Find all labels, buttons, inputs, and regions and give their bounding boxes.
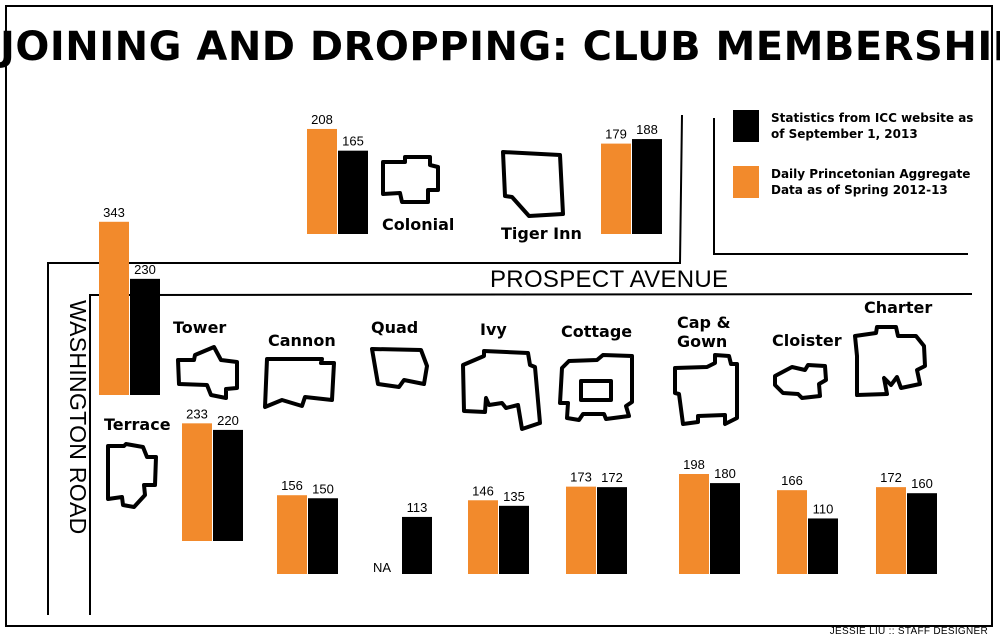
value-label-princetonian-cannon: 156 bbox=[281, 478, 303, 493]
club-label-tower: Tower bbox=[173, 318, 227, 337]
value-label-princetonian-cloister: 166 bbox=[781, 473, 803, 488]
terrace-building-icon bbox=[106, 442, 158, 509]
bar-icc-tiger-inn bbox=[632, 139, 662, 234]
cap-and-gown-building-icon bbox=[673, 353, 739, 426]
prospect-north-edge bbox=[47, 114, 683, 615]
club-buildings bbox=[106, 150, 927, 509]
bar-princetonian-cannon bbox=[277, 495, 307, 574]
prospect-avenue-label: PROSPECT AVENUE bbox=[490, 266, 729, 293]
bar-icc-terrace bbox=[130, 278, 160, 395]
value-label-icc-quad: 113 bbox=[407, 500, 428, 515]
club-label-cloister: Cloister bbox=[772, 331, 842, 350]
legend-item-princetonian: Daily Princetonian Aggregate Data as of … bbox=[733, 166, 981, 198]
bar-icc-cannon bbox=[308, 498, 338, 574]
bar-princetonian-tower bbox=[182, 423, 212, 541]
chart-title: JOINING AND DROPPING: CLUB MEMBERSHIP bbox=[0, 24, 1000, 70]
value-label-princetonian-tower: 233 bbox=[186, 406, 208, 421]
washington-road-label: WASHINGTON ROAD bbox=[65, 300, 91, 535]
side-street-edge bbox=[713, 118, 968, 255]
club-label-terrace: Terrace bbox=[104, 415, 171, 434]
bar-princetonian-ivy bbox=[468, 500, 498, 574]
value-label-princetonian-cottage: 173 bbox=[570, 470, 592, 485]
value-label-icc-cottage: 172 bbox=[601, 470, 623, 485]
bar-princetonian-tiger-inn bbox=[601, 143, 631, 234]
bar-icc-cap-and-gown bbox=[710, 483, 740, 574]
value-label-princetonian-colonial: 208 bbox=[311, 112, 333, 127]
value-label-icc-ivy: 135 bbox=[503, 489, 525, 504]
bar-series: 208 165 179 188 343 230 233 220 156 150 NA 113 146 13… bbox=[99, 112, 937, 575]
value-label-princetonian-charter: 172 bbox=[880, 470, 902, 485]
quad-building-icon bbox=[370, 347, 429, 389]
bar-princetonian-colonial bbox=[307, 128, 337, 234]
club-label-quad: Quad bbox=[371, 318, 419, 337]
value-label-princetonian-terrace: 343 bbox=[103, 205, 125, 220]
club-label-charter: Charter bbox=[864, 298, 933, 317]
legend-swatch-princetonian bbox=[733, 166, 759, 198]
cloister-building-icon bbox=[773, 363, 828, 400]
bar-princetonian-cottage bbox=[566, 486, 596, 574]
legend-swatch-icc bbox=[733, 110, 759, 142]
value-label-icc-colonial: 165 bbox=[342, 134, 364, 149]
legend-label-icc: Statistics from ICC website as of Septem… bbox=[771, 111, 974, 141]
value-label-icc-charter: 160 bbox=[911, 476, 933, 491]
club-label-cannon: Cannon bbox=[268, 331, 336, 350]
club-label-cap-and-gown: Cap & Gown bbox=[677, 313, 731, 351]
value-label-icc-cap-and-gown: 180 bbox=[714, 466, 736, 481]
value-label-icc-tower: 220 bbox=[217, 413, 239, 428]
border-frame bbox=[5, 5, 993, 627]
value-label-icc-tiger-inn: 188 bbox=[636, 122, 658, 137]
bar-icc-charter bbox=[907, 493, 937, 574]
value-label-princetonian-ivy: 146 bbox=[472, 483, 494, 498]
club-label-cottage: Cottage bbox=[561, 322, 633, 341]
bar-princetonian-charter bbox=[876, 487, 906, 574]
legend-label-princetonian: Daily Princetonian Aggregate Data as of … bbox=[771, 167, 971, 197]
cannon-building-icon bbox=[263, 357, 336, 409]
club-label-ivy: Ivy bbox=[480, 320, 507, 339]
bar-icc-quad bbox=[402, 516, 432, 574]
cottage-building-icon bbox=[558, 353, 634, 422]
prospect-south-edge bbox=[89, 293, 973, 615]
bar-princetonian-cloister bbox=[777, 490, 807, 574]
na-label-quad: NA bbox=[373, 560, 391, 575]
bar-icc-cloister bbox=[808, 518, 838, 574]
tiger-inn-building-icon bbox=[501, 150, 565, 218]
bar-icc-cottage bbox=[597, 487, 627, 574]
value-label-icc-terrace: 230 bbox=[134, 262, 156, 277]
designer-credit: JESSIE LIU :: STAFF DESIGNER bbox=[829, 626, 988, 637]
bar-icc-ivy bbox=[499, 505, 529, 574]
legend-item-icc: Statistics from ICC website as of Septem… bbox=[733, 110, 981, 142]
tower-building-icon bbox=[176, 345, 239, 400]
club-label-colonial: Colonial bbox=[382, 215, 455, 234]
bar-princetonian-cap-and-gown bbox=[679, 474, 709, 574]
bar-icc-tower bbox=[213, 429, 243, 541]
value-label-icc-cannon: 150 bbox=[312, 481, 334, 496]
club-label-tiger-inn: Tiger Inn bbox=[501, 224, 582, 243]
charter-building-icon bbox=[853, 325, 927, 397]
ivy-building-icon bbox=[461, 349, 542, 431]
bar-princetonian-terrace bbox=[99, 221, 129, 395]
colonial-building-icon bbox=[381, 155, 440, 204]
value-label-icc-cloister: 110 bbox=[813, 501, 834, 516]
value-label-princetonian-tiger-inn: 179 bbox=[605, 127, 627, 142]
bar-icc-colonial bbox=[338, 150, 368, 234]
value-label-princetonian-cap-and-gown: 198 bbox=[683, 457, 705, 472]
